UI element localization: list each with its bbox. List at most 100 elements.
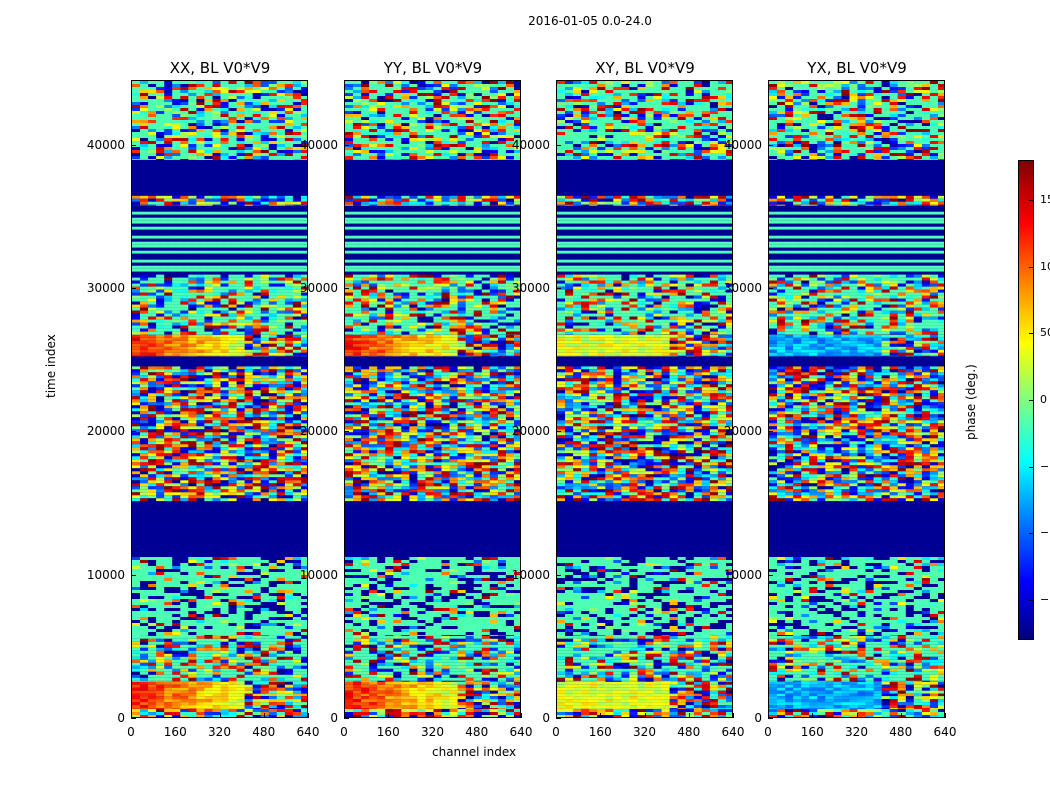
heat-cell: [188, 531, 197, 535]
heat-cell: [252, 474, 262, 478]
heat-cell: [236, 186, 246, 190]
heat-cell: [140, 340, 149, 344]
heat-cell: [156, 552, 165, 556]
heat-cell: [148, 584, 157, 587]
heat-cell: [236, 590, 246, 593]
heat-cell: [172, 375, 181, 379]
heat-cell: [276, 189, 286, 193]
heat-cell: [132, 501, 141, 505]
heat-cell: [196, 337, 205, 341]
heat-cell: [301, 396, 307, 400]
heat-cell: [260, 566, 270, 569]
heat-cell: [180, 307, 189, 311]
heat-cell: [132, 99, 141, 102]
heat-cell: [228, 486, 238, 490]
heat-cell: [244, 537, 254, 541]
heat-cell: [284, 286, 294, 290]
heat-cell: [228, 195, 238, 199]
heat-cell: [228, 623, 238, 626]
heat-cell: [164, 232, 173, 236]
heat-cell: [188, 501, 197, 505]
heat-cell: [292, 632, 302, 635]
heat-cell: [301, 563, 307, 566]
heat-cell: [260, 195, 270, 199]
heat-cell: [236, 495, 246, 499]
heat-cell: [148, 325, 157, 329]
heat-cell: [252, 681, 262, 685]
heat-cell: [268, 208, 278, 212]
heat-cell: [132, 522, 141, 526]
heat-cell: [188, 93, 197, 96]
heat-cell: [292, 322, 302, 326]
heat-cell: [196, 549, 205, 553]
heat-cell: [148, 126, 157, 129]
heat-cell: [132, 322, 141, 326]
heat-cell: [268, 456, 278, 460]
heat-cell: [188, 114, 197, 117]
heat-cell: [188, 153, 197, 156]
heat-cell: [196, 602, 205, 605]
heat-cell: [276, 498, 286, 502]
heat-cell: [180, 681, 189, 685]
heat-cell: [220, 411, 230, 415]
heat-cell: [252, 569, 262, 572]
heat-cell: [244, 507, 254, 511]
heat-cell: [180, 105, 189, 108]
heat-cell: [132, 635, 141, 636]
heat-cell: [252, 408, 262, 412]
heat-cell: [188, 486, 197, 490]
heat-cell: [292, 289, 302, 293]
heat-cell: [180, 647, 189, 651]
heat-cell: [132, 295, 141, 299]
heat-cell: [276, 313, 286, 317]
heat-cell: [132, 390, 141, 394]
heat-cell: [260, 223, 270, 227]
heat-cell: [172, 560, 181, 563]
heat-cell: [433, 702, 443, 706]
heat-cell: [276, 138, 286, 141]
heat-cell: [156, 623, 165, 626]
heat-cell: [236, 102, 246, 105]
heat-cell: [260, 375, 270, 379]
heat-cell: [268, 114, 278, 117]
heat-cell: [276, 87, 286, 90]
heat-cell: [252, 599, 262, 602]
heat-cell: [260, 584, 270, 587]
heat-cell: [276, 435, 286, 439]
heat-cell: [212, 189, 222, 193]
heat-cell: [228, 420, 238, 424]
heat-cell: [292, 659, 302, 663]
heat-cell: [164, 102, 173, 105]
heat-cell: [260, 504, 270, 508]
heat-cell: [172, 381, 181, 385]
heat-cell: [236, 271, 246, 275]
heat-cell: [228, 319, 238, 323]
heat-cell: [220, 198, 230, 202]
heat-cell: [252, 492, 262, 496]
heat-cell: [228, 537, 238, 541]
heat-cell: [244, 519, 254, 523]
heat-cell: [140, 120, 149, 123]
heat-cell: [276, 171, 286, 175]
heat-cell: [204, 429, 213, 433]
heat-cell: [228, 546, 238, 550]
heat-cell: [284, 687, 294, 691]
heat-cell: [188, 313, 197, 317]
heat-cell: [228, 322, 238, 326]
heat-cell: [180, 584, 189, 587]
heat-cell: [220, 453, 230, 457]
heat-cell: [140, 390, 149, 394]
heat-cell: [276, 546, 286, 550]
heat-cell: [220, 513, 230, 517]
heat-cell: [260, 590, 270, 593]
heat-cell: [268, 555, 278, 557]
heat-cell: [204, 699, 213, 703]
heat-cell: [284, 319, 294, 323]
heat-cell: [132, 334, 141, 338]
heat-cell: [180, 346, 189, 350]
heat-cell: [276, 495, 286, 499]
heat-cell: [148, 355, 157, 357]
heat-cell: [244, 423, 254, 427]
heat-cell: [156, 369, 165, 373]
heat-cell: [473, 712, 483, 715]
